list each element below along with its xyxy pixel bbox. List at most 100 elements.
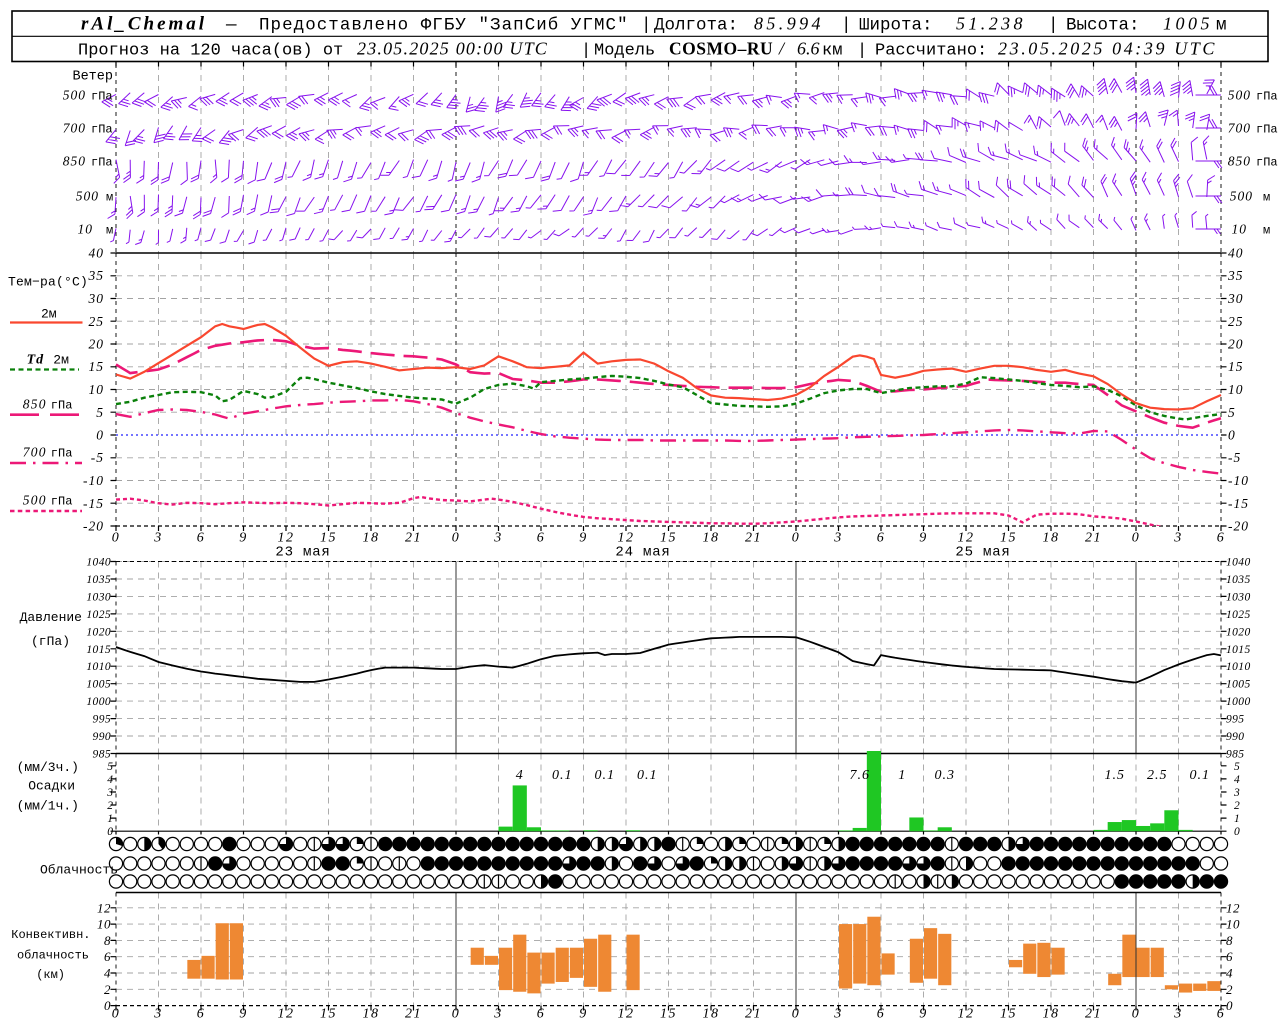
svg-text:21: 21 <box>745 531 762 546</box>
svg-text:9: 9 <box>919 1007 928 1022</box>
svg-text:0: 0 <box>107 826 113 838</box>
svg-text:700: 700 <box>63 121 86 136</box>
svg-text:3: 3 <box>1233 787 1240 799</box>
svg-text:10: 10 <box>78 222 94 237</box>
svg-text:2м: 2м <box>53 353 69 368</box>
svg-text:1030: 1030 <box>86 591 111 603</box>
svg-text:2: 2 <box>107 800 113 812</box>
svg-text:21: 21 <box>745 1007 762 1022</box>
svg-text:1020: 1020 <box>1226 626 1251 638</box>
svg-text:4: 4 <box>107 774 113 786</box>
svg-text:гПа: гПа <box>1256 90 1278 104</box>
svg-text:4: 4 <box>1234 774 1240 786</box>
svg-text:700: 700 <box>1228 121 1251 136</box>
svg-text:1: 1 <box>898 768 906 783</box>
svg-text:10: 10 <box>1232 222 1248 237</box>
svg-text:0.1: 0.1 <box>595 768 616 783</box>
svg-text:0: 0 <box>104 998 111 1013</box>
svg-text:км: км <box>822 42 842 61</box>
svg-text:COSMO–RU: COSMO–RU <box>669 39 773 59</box>
svg-text:2: 2 <box>104 982 111 997</box>
svg-text:Долгота:: Долгота: <box>654 16 738 36</box>
svg-text:23.05.2025 00:00 UTC: 23.05.2025 00:00 UTC <box>357 39 548 59</box>
svg-text:-15: -15 <box>83 496 104 511</box>
svg-text:Прогноз на 120 часа(ов) от: Прогноз на 120 часа(ов) от <box>78 42 343 61</box>
svg-text:23 мая: 23 мая <box>275 545 330 561</box>
svg-text:-20: -20 <box>1228 519 1249 534</box>
svg-text:12: 12 <box>958 1007 975 1022</box>
svg-text:5: 5 <box>107 761 113 773</box>
svg-text:3: 3 <box>153 1007 163 1022</box>
svg-text:5: 5 <box>1228 405 1236 420</box>
svg-text:3: 3 <box>1173 531 1183 546</box>
svg-text:15: 15 <box>1228 359 1244 374</box>
svg-text:18: 18 <box>363 531 380 546</box>
svg-text:10: 10 <box>97 917 111 932</box>
svg-text:0.3: 0.3 <box>935 768 956 783</box>
svg-text:(гПа): (гПа) <box>31 634 70 649</box>
svg-text:8: 8 <box>104 933 111 948</box>
svg-text:Облачность: Облачность <box>40 863 118 878</box>
svg-text:10: 10 <box>1226 917 1240 932</box>
svg-text:облачность: облачность <box>17 949 89 963</box>
svg-text:6: 6 <box>537 531 546 546</box>
svg-text:18: 18 <box>703 1007 720 1022</box>
svg-text:18: 18 <box>1043 531 1060 546</box>
svg-text:0: 0 <box>112 531 121 546</box>
svg-text:25: 25 <box>89 314 105 329</box>
svg-text:Конвективн.: Конвективн. <box>11 928 90 942</box>
svg-text:9: 9 <box>579 531 588 546</box>
svg-text:6: 6 <box>1217 531 1226 546</box>
svg-text:1030: 1030 <box>1226 591 1251 603</box>
svg-text:(км): (км) <box>36 968 65 982</box>
svg-text:12: 12 <box>278 531 295 546</box>
svg-text:гПа: гПа <box>51 447 73 461</box>
svg-text:21: 21 <box>1085 531 1102 546</box>
svg-text:0: 0 <box>1234 826 1240 838</box>
svg-text:2.5: 2.5 <box>1147 768 1168 783</box>
svg-text:35: 35 <box>1227 268 1244 283</box>
svg-text:40: 40 <box>89 246 105 261</box>
svg-text:м: м <box>106 224 113 238</box>
svg-text:|: | <box>641 16 652 36</box>
svg-text:1: 1 <box>107 813 113 825</box>
svg-text:0: 0 <box>1132 1007 1141 1022</box>
svg-text:51.238: 51.238 <box>956 14 1026 34</box>
svg-text:6: 6 <box>877 531 886 546</box>
svg-text:|: | <box>581 42 591 61</box>
svg-text:9: 9 <box>919 531 928 546</box>
svg-text:7.6: 7.6 <box>850 768 871 783</box>
svg-text:гПа: гПа <box>91 90 113 104</box>
svg-text:6: 6 <box>197 1007 206 1022</box>
svg-text:гПа: гПа <box>91 123 113 137</box>
svg-text:6.6: 6.6 <box>797 39 820 59</box>
svg-text:1035: 1035 <box>1226 574 1251 586</box>
svg-text:0: 0 <box>96 428 104 443</box>
svg-text:21: 21 <box>405 1007 422 1022</box>
svg-text:12: 12 <box>278 1007 295 1022</box>
svg-text:|: | <box>841 16 852 36</box>
svg-text:гПа: гПа <box>51 399 73 413</box>
svg-text:8: 8 <box>1226 933 1233 948</box>
svg-text:1005: 1005 <box>86 679 111 691</box>
svg-text:24 мая: 24 мая <box>615 545 670 561</box>
svg-text:18: 18 <box>363 1007 380 1022</box>
svg-text:20: 20 <box>89 337 105 352</box>
svg-text:0: 0 <box>112 1007 121 1022</box>
svg-text:м: м <box>1263 224 1270 238</box>
svg-text:Высота:: Высота: <box>1066 16 1140 36</box>
svg-text:|: | <box>857 42 867 61</box>
svg-text:3: 3 <box>833 531 843 546</box>
svg-text:850: 850 <box>1228 154 1251 169</box>
svg-text:1015: 1015 <box>86 644 111 656</box>
svg-text:35: 35 <box>88 268 105 283</box>
svg-text:Тем−ра(°C): Тем−ра(°C) <box>8 275 88 290</box>
svg-text:0.1: 0.1 <box>552 768 573 783</box>
svg-text:гПа: гПа <box>91 156 113 170</box>
svg-text:20: 20 <box>1228 337 1244 352</box>
svg-text:0: 0 <box>452 1007 461 1022</box>
svg-text:-5: -5 <box>91 450 104 465</box>
svg-text:Рассчитано:: Рассчитано: <box>875 42 987 61</box>
svg-text:—: — <box>225 16 237 36</box>
svg-text:3: 3 <box>493 531 503 546</box>
